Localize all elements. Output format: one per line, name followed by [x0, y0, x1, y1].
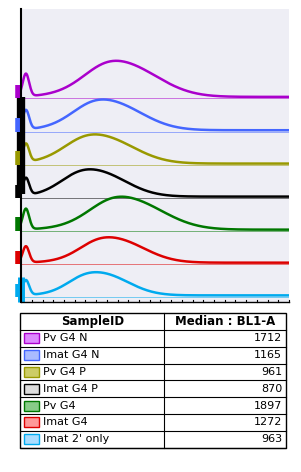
Text: SampleID: SampleID [61, 315, 124, 328]
Bar [24, 350, 39, 360]
Text: 963: 963 [261, 434, 282, 444]
Bar [24, 333, 39, 343]
Text: 870: 870 [261, 384, 282, 394]
Text: Median : BL1-A: Median : BL1-A [175, 315, 275, 328]
Bar [20, 313, 286, 447]
Bar [24, 367, 39, 377]
Text: 1712: 1712 [254, 333, 282, 343]
Text: Imat G4 N: Imat G4 N [43, 350, 100, 360]
Bar [24, 401, 39, 411]
Text: 1165: 1165 [254, 350, 282, 360]
Text: Imat G4 P: Imat G4 P [43, 384, 98, 394]
Text: 1897: 1897 [254, 401, 282, 411]
Text: 961: 961 [261, 367, 282, 377]
Text: Pv G4 P: Pv G4 P [43, 367, 86, 377]
Bar [24, 434, 39, 444]
Text: Pv G4 N: Pv G4 N [43, 333, 88, 343]
Text: 1272: 1272 [254, 417, 282, 428]
Text: Imat 2' only: Imat 2' only [43, 434, 110, 444]
Bar [24, 417, 39, 428]
Text: Pv G4: Pv G4 [43, 401, 76, 411]
Text: Imat G4: Imat G4 [43, 417, 88, 428]
Bar [24, 384, 39, 394]
